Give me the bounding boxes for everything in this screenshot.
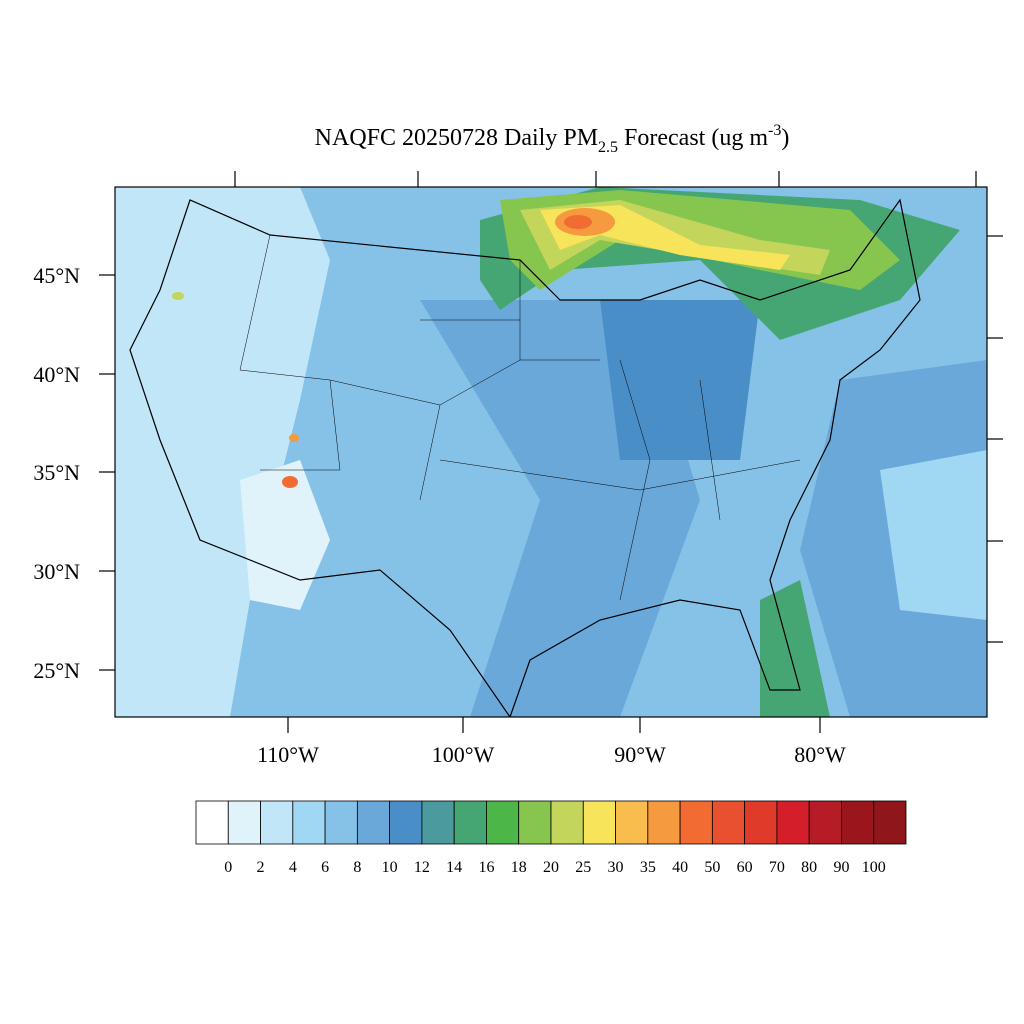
colorbar-label: 8 — [353, 859, 361, 876]
lat-label: 45°N — [33, 263, 80, 288]
colorbar-box — [873, 800, 907, 845]
colorbar-box — [324, 800, 358, 845]
colorbar-box — [841, 800, 875, 845]
colorbar-box — [582, 800, 616, 845]
colorbar-box — [260, 800, 294, 845]
colorbar-box — [647, 800, 681, 845]
colorbar-label: 10 — [382, 859, 398, 876]
lat-label: 30°N — [33, 559, 80, 584]
colorbar-label: 70 — [769, 859, 785, 876]
lat-label: 40°N — [33, 362, 80, 387]
colorbar-box — [421, 800, 455, 845]
colorbar-box — [808, 800, 842, 845]
colorbar-label: 80 — [801, 859, 817, 876]
colorbar-label: 0 — [224, 859, 232, 876]
colorbar-label: 25 — [575, 859, 591, 876]
colorbar-label: 50 — [704, 859, 720, 876]
title-mid: Forecast (ug m — [618, 125, 768, 151]
map-frame — [114, 186, 988, 718]
colorbar: 0 2 4 6 8 10 12 14 16 18 20 25 30 35 40 50 60 70 80 90 100 — [195, 800, 907, 876]
colorbar-label: 14 — [446, 859, 462, 876]
colorbar-box — [227, 800, 261, 845]
lon-label: 100°W — [432, 742, 495, 767]
colorbar-box — [486, 800, 520, 845]
colorbar-box — [744, 800, 778, 845]
colorbar-label: 20 — [543, 859, 559, 876]
colorbar-box — [711, 800, 746, 845]
colorbar-box — [679, 800, 713, 845]
title-end: ) — [781, 125, 789, 151]
colorbar-label: 18 — [511, 859, 527, 876]
title-sub: 2.5 — [598, 139, 618, 156]
map-field — [115, 187, 987, 717]
title-sup: -3 — [768, 122, 781, 139]
colorbar-label: 30 — [608, 859, 624, 876]
lon-label: 90°W — [614, 742, 666, 767]
frame-ticks — [99, 171, 1003, 733]
colorbar-box — [518, 800, 552, 845]
colorbar-box — [356, 800, 391, 845]
colorbar-box — [389, 800, 423, 845]
colorbar-box — [195, 800, 229, 845]
lat-label: 35°N — [33, 460, 80, 485]
lat-label: 25°N — [33, 658, 80, 683]
colorbar-box — [453, 800, 487, 845]
colorbar-label: 90 — [833, 859, 849, 876]
colorbar-label: 40 — [672, 859, 688, 876]
colorbar-label: 100 — [862, 859, 886, 876]
colorbar-label: 6 — [321, 859, 329, 876]
colorbar-label: 16 — [478, 859, 494, 876]
title: NAQFC 20250728 Daily PM2.5 Forecast (ug … — [315, 122, 790, 156]
colorbar-label: 35 — [640, 859, 656, 876]
colorbar-label: 4 — [289, 859, 297, 876]
colorbar-box — [550, 800, 584, 845]
axis-labels: 45°N 40°N 35°N 30°N 25°N 110°W 100°W 90°W 80°W — [33, 263, 846, 767]
colorbar-label: 2 — [257, 859, 265, 876]
colorbar-box — [615, 800, 649, 845]
colorbar-box — [776, 800, 810, 845]
colorbar-box — [292, 800, 326, 845]
title-main: NAQFC 20250728 Daily PM — [315, 125, 598, 151]
lon-label: 110°W — [257, 742, 319, 767]
colorbar-label: 12 — [414, 859, 430, 876]
lon-label: 80°W — [794, 742, 846, 767]
colorbar-label: 60 — [737, 859, 753, 876]
